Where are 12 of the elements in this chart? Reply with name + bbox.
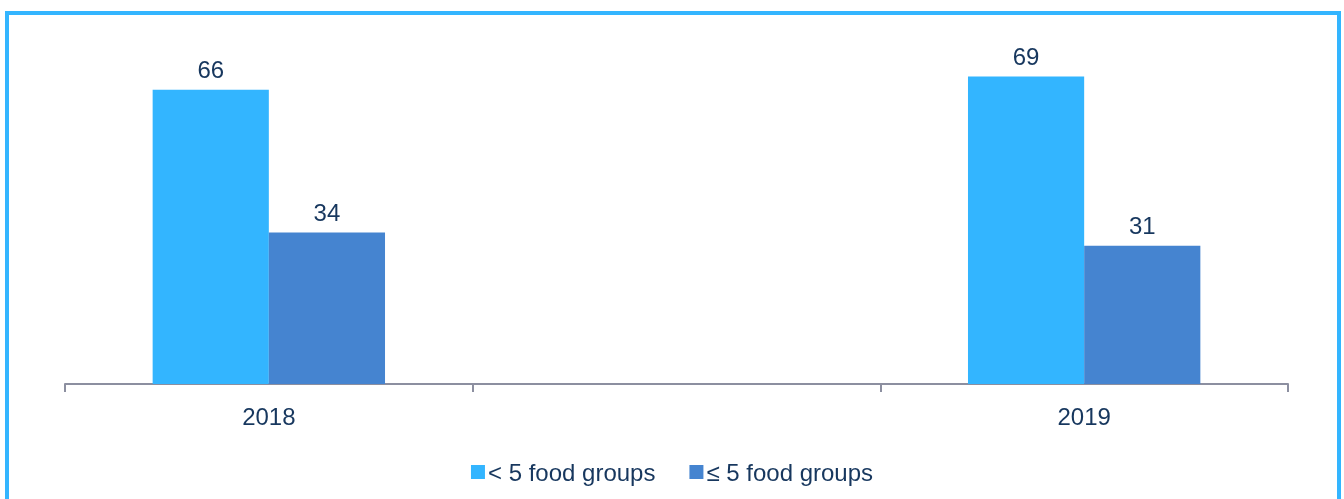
legend-label: < 5 food groups [487,458,656,486]
data-label: 66 [197,56,225,84]
data-label: 69 [1012,42,1040,70]
data-label: 31 [1128,212,1156,240]
data-label: 34 [313,198,341,226]
x-tick-label: 2019 [1057,402,1111,430]
bar [152,89,269,384]
x-tick-label: 2018 [242,402,296,430]
bar [1084,245,1201,384]
bar [268,232,386,384]
bar [967,76,1085,384]
legend-label: ≤ 5 food groups [706,458,874,486]
